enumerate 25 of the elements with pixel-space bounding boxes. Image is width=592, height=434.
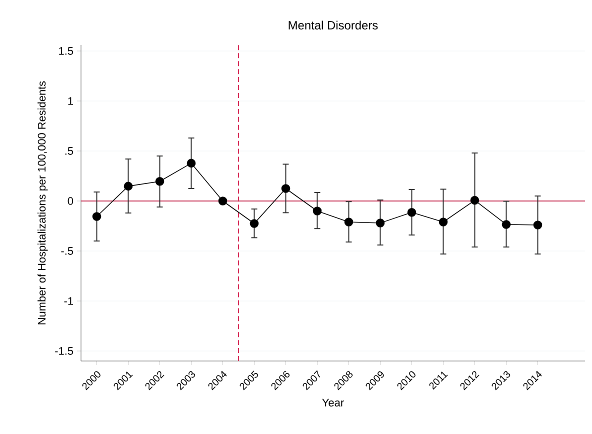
point	[281, 184, 290, 193]
point	[376, 218, 385, 228]
y-tick-label: -1	[64, 297, 73, 305]
point	[438, 218, 448, 226]
point	[218, 196, 228, 206]
point	[312, 206, 322, 216]
point	[533, 220, 542, 230]
chart-title: Mental Disorders	[288, 20, 378, 30]
point	[344, 218, 354, 226]
point	[155, 177, 164, 186]
point	[250, 219, 259, 228]
point	[186, 158, 196, 168]
y-tick-label: -.5	[61, 247, 74, 255]
x-axis-title: Year	[322, 398, 344, 406]
y-tick-label: 1.5	[59, 47, 74, 55]
point	[92, 212, 102, 221]
point	[470, 196, 480, 205]
y-tick-label: .5	[65, 147, 74, 155]
point	[502, 220, 511, 229]
point	[124, 182, 133, 191]
y-tick-label: 1	[68, 97, 73, 105]
y-tick-label: 0	[68, 197, 74, 205]
point	[407, 208, 416, 217]
y-tick-label: -1.5	[55, 347, 74, 355]
y-axis-title: Number of Hospitalizations per 100,000 Residents	[38, 81, 48, 324]
